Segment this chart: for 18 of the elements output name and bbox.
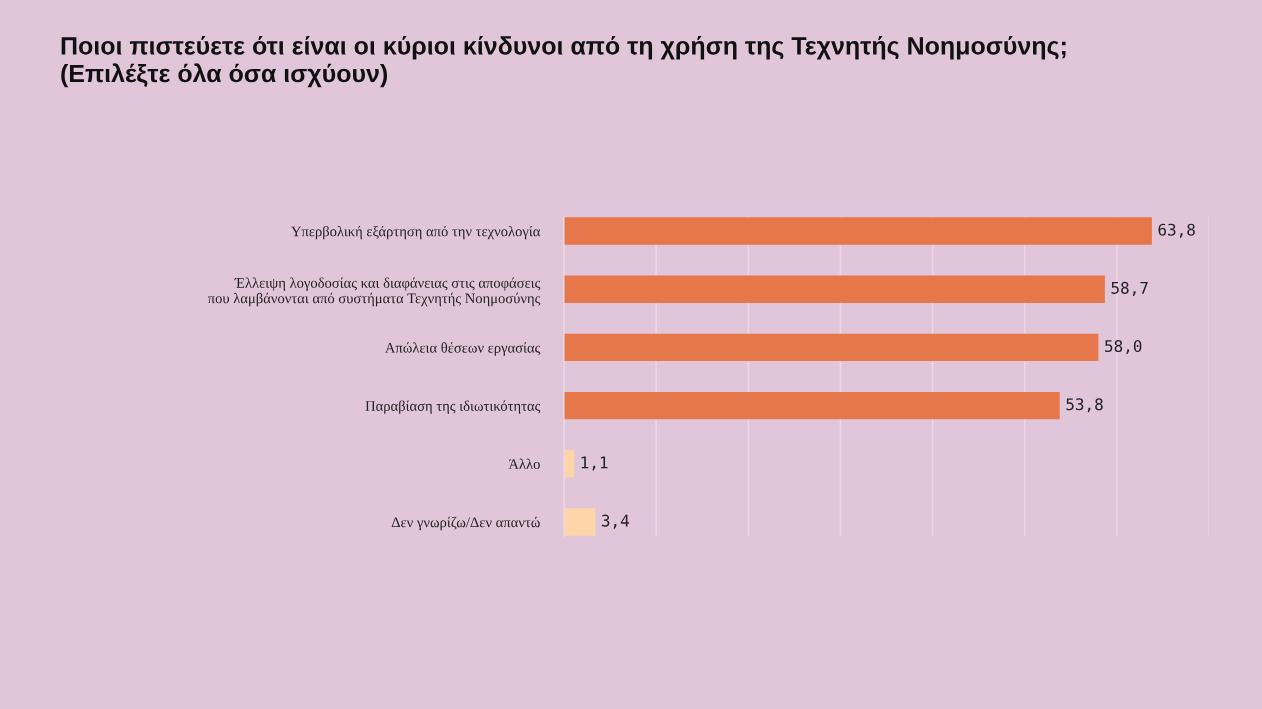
bar xyxy=(564,217,1152,245)
data-label: 1,1 xyxy=(581,456,608,471)
y-tick-label: Άλλο xyxy=(508,458,540,469)
data-label: 63,8 xyxy=(1158,223,1195,238)
y-tick-label: Υπερβολική εξάρτηση από την τεχνολογία xyxy=(291,225,541,240)
data-label: 58,7 xyxy=(1111,281,1148,296)
y-tick-label: Παραβίαση της ιδιωτικότητας xyxy=(365,400,541,414)
bar xyxy=(564,508,596,536)
data-label: 3,4 xyxy=(601,514,629,529)
y-tick-label: Έλλειψη λογοδοσίας και διαφάνειας στις αποφάσεις που λαμβάνονται από συστήματα Τεχνητής Νοημοσύνης xyxy=(207,277,541,307)
bar xyxy=(564,391,1060,420)
bar xyxy=(564,333,1099,362)
data-label: 58,0 xyxy=(1105,340,1142,355)
chart-title: Ποιοι πιστεύετε ότι είναι οι κύριοι κίνδυνοι από τη χρήση της Τεχνητής Νοημοσύνης; (Επιλέξτε όλα όσα ισχύουν) xyxy=(61,36,1066,88)
y-tick-label: Απώλεια θέσεων εργασίας xyxy=(385,342,541,356)
data-label: 53,8 xyxy=(1066,398,1103,413)
y-tick-label: Δεν γνωρίζω/Δεν απαντώ xyxy=(391,516,540,531)
bar xyxy=(564,275,1105,303)
